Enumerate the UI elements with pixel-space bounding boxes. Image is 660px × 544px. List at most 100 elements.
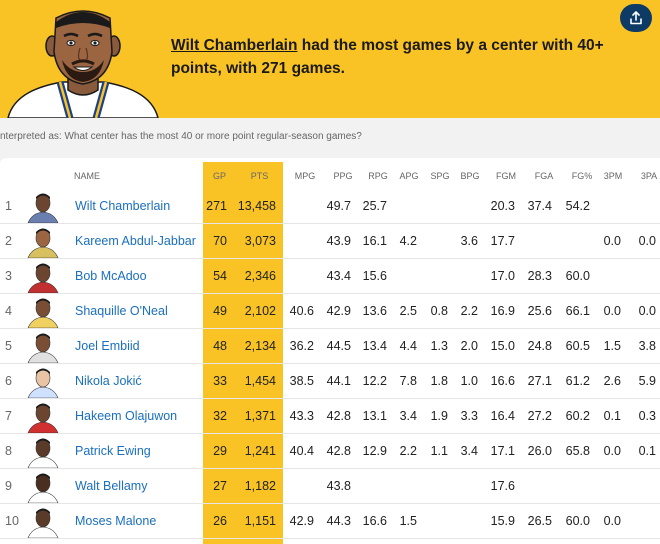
stat-ppg: 44.1 — [326, 374, 351, 388]
rank-cell: 2 — [5, 234, 12, 248]
table-row[interactable]: 8 Patrick Ewing 29 1,241 40.4 42.8 12.9 2.2 1.1 3… — [0, 434, 660, 469]
stat-fga: 37.4 — [527, 199, 552, 213]
player-name-link[interactable]: Moses Malone — [75, 514, 157, 528]
stat-gp: 29 — [213, 444, 227, 458]
stat-gp: 271 — [206, 199, 227, 213]
interpreted-query: nterpreted as: What center has the most … — [0, 131, 362, 142]
table-row[interactable]: 2 Kareem Abdul-Jabbar 70 3,073 43.9 16.1 4.2 3.… — [0, 224, 660, 259]
player-name-link[interactable]: Wilt Chamberlain — [75, 199, 171, 213]
col-header-fgpct[interactable]: FG% — [571, 171, 593, 181]
stat-pts: 2,102 — [244, 304, 276, 318]
col-header-spg[interactable]: SPG — [430, 171, 450, 181]
stat-spg: 1.9 — [430, 409, 448, 423]
stat-spg: 1.1 — [430, 444, 448, 458]
stat-pts: 1,371 — [244, 409, 276, 423]
col-header-3pa[interactable]: 3PA — [640, 171, 658, 181]
player-name-link[interactable]: Walt Bellamy — [75, 479, 148, 493]
player-headshot — [27, 333, 59, 363]
stat-bpg: 1.0 — [460, 374, 478, 388]
player-headshot — [27, 403, 59, 433]
rank-cell: 1 — [5, 199, 12, 213]
player-headshot — [27, 298, 59, 328]
col-header-3pm[interactable]: 3PM — [603, 171, 623, 181]
pts-column-highlight — [236, 162, 283, 544]
share-button[interactable] — [620, 4, 652, 32]
stat-fgm: 15.0 — [490, 339, 515, 353]
stat-fgpct: 54.2 — [565, 199, 590, 213]
stat-gp: 70 — [213, 234, 227, 248]
rank-cell: 3 — [5, 269, 12, 283]
table-row[interactable]: 3 Bob McAdoo 54 2,346 43.4 15.6 17.0 28.3 60.0 — [0, 259, 660, 294]
col-header-bpg[interactable]: BPG — [460, 171, 480, 181]
stat-fgm: 17.1 — [490, 444, 515, 458]
gp-column-highlight — [203, 162, 236, 544]
player-name-link[interactable]: Nikola Jokić — [75, 374, 142, 388]
table-row[interactable]: 7 Hakeem Olajuwon 32 1,371 43.3 42.8 13.1 3.4 1.… — [0, 399, 660, 434]
col-header-rpg[interactable]: RPG — [368, 171, 388, 181]
stat-rpg: 25.7 — [362, 199, 387, 213]
rank-cell: 5 — [5, 339, 12, 353]
stat-3pm: 0.1 — [603, 409, 621, 423]
stat-bpg: 3.3 — [460, 409, 478, 423]
stat-pts: 1,454 — [244, 374, 276, 388]
player-headshot — [27, 368, 59, 398]
player-name-link[interactable]: Shaquille O'Neal — [75, 304, 168, 318]
stat-mpg: 40.6 — [289, 304, 314, 318]
col-header-apg[interactable]: APG — [399, 171, 419, 181]
stat-fga: 26.0 — [527, 444, 552, 458]
table-row[interactable]: 4 Shaquille O'Neal 49 2,102 40.6 42.9 13.6 2.5 0… — [0, 294, 660, 329]
stat-ppg: 42.8 — [326, 444, 351, 458]
table-row[interactable]: 1 Wilt Chamberlain 271 13,458 49.7 25.7 20.3 37… — [0, 189, 660, 224]
rank-cell: 7 — [5, 409, 12, 423]
answer-banner: Wilt Chamberlain had the most games by a… — [0, 0, 660, 118]
col-header-gp[interactable]: GP — [212, 171, 226, 181]
stat-fgpct: 60.5 — [565, 339, 590, 353]
stat-apg: 4.4 — [399, 339, 417, 353]
stat-apg: 3.4 — [399, 409, 417, 423]
stat-mpg: 38.5 — [289, 374, 314, 388]
player-name-link[interactable]: Joel Embiid — [75, 339, 140, 353]
table-row[interactable]: 9 Walt Bellamy 27 1,182 43.8 17.6 — [0, 469, 660, 504]
stat-3pa: 3.8 — [638, 339, 656, 353]
stat-3pm: 0.0 — [603, 234, 621, 248]
stat-pts: 1,182 — [244, 479, 276, 493]
stat-fgpct: 60.0 — [565, 269, 590, 283]
stat-fgpct: 60.2 — [565, 409, 590, 423]
stat-fgm: 17.6 — [490, 479, 515, 493]
stat-mpg: 43.3 — [289, 409, 314, 423]
stat-ppg: 42.8 — [326, 409, 351, 423]
player-headshot — [27, 263, 59, 293]
stat-ppg: 44.5 — [326, 339, 351, 353]
player-name-link[interactable]: Kareem Abdul-Jabbar — [75, 234, 196, 248]
headline-player-link[interactable]: Wilt Chamberlain — [171, 37, 298, 54]
stat-mpg: 40.4 — [289, 444, 314, 458]
col-header-ppg[interactable]: PPG — [333, 171, 353, 181]
player-name-link[interactable]: Hakeem Olajuwon — [75, 409, 178, 423]
stat-fgpct: 60.0 — [565, 514, 590, 528]
stat-pts: 2,134 — [244, 339, 276, 353]
stat-fga: 25.6 — [527, 304, 552, 318]
table-row[interactable]: 5 Joel Embiid 48 2,134 36.2 44.5 13.4 4.4 1.3 2.0… — [0, 329, 660, 364]
table-row[interactable]: 6 Nikola Jokić 33 1,454 38.5 44.1 12.2 7.8 1.8 1.… — [0, 364, 660, 399]
stat-rpg: 13.6 — [362, 304, 387, 318]
stat-pts: 1,241 — [244, 444, 276, 458]
stat-pts: 1,151 — [244, 514, 276, 528]
stat-bpg: 3.6 — [460, 234, 478, 248]
player-illustration — [0, 0, 165, 118]
col-header-fga[interactable]: FGA — [534, 171, 554, 181]
player-name-link[interactable]: Patrick Ewing — [75, 444, 151, 458]
col-header-fgm[interactable]: FGM — [496, 171, 516, 181]
col-header-mpg[interactable]: MPG — [294, 171, 316, 181]
stat-gp: 49 — [213, 304, 227, 318]
stat-pts: 2,346 — [244, 269, 276, 283]
stat-3pa: 0.0 — [638, 304, 656, 318]
table-row[interactable]: 10 Moses Malone 26 1,151 42.9 44.3 16.6 1.5 15.9… — [0, 504, 660, 539]
player-name-link[interactable]: Bob McAdoo — [75, 269, 147, 283]
rank-cell: 4 — [5, 304, 12, 318]
stat-3pm: 0.0 — [603, 304, 621, 318]
stat-ppg: 43.9 — [326, 234, 351, 248]
col-header-name[interactable]: NAME — [74, 171, 101, 181]
stat-gp: 54 — [213, 269, 227, 283]
col-header-pts[interactable]: PTS — [250, 171, 269, 181]
stat-3pm: 0.0 — [603, 444, 621, 458]
